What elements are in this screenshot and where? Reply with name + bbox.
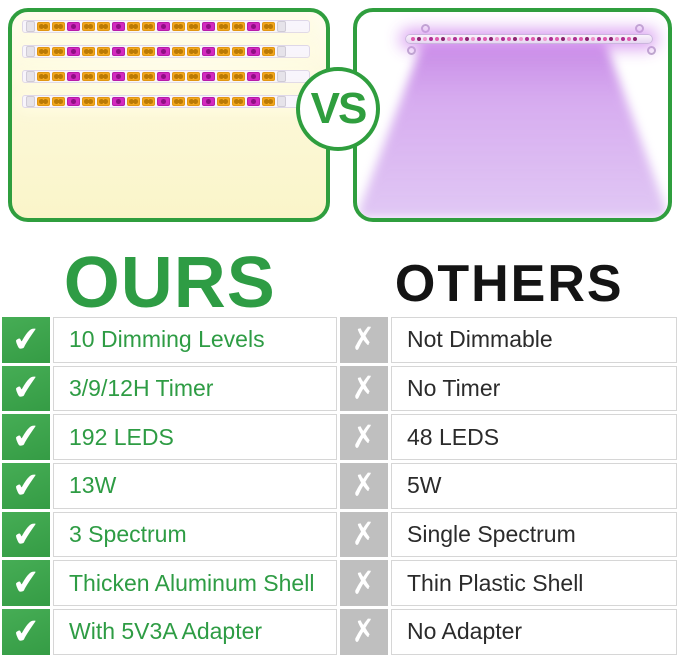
others-feature: No Timer (391, 365, 677, 412)
others-heading: OTHERS (394, 255, 624, 313)
cross-icon: ✗ (340, 560, 388, 606)
ours-feature: With 5V3A Adapter (53, 609, 337, 655)
table-row: ✔ With 5V3A Adapter ✗ No Adapter (0, 609, 679, 655)
led-strip (22, 20, 310, 33)
purple-led-bar (405, 34, 653, 44)
hanging-hook-icon (635, 24, 644, 33)
ours-feature: 10 Dimming Levels (53, 317, 337, 363)
check-icon: ✔ (2, 414, 50, 460)
hanging-hook-icon (407, 46, 416, 55)
vs-label: VS (310, 84, 368, 133)
check-icon: ✔ (2, 365, 50, 412)
headings-row: OURS OTHERS (0, 226, 679, 323)
warm-led-strips (22, 20, 310, 120)
cross-icon: ✗ (340, 365, 388, 412)
led-strip (22, 70, 310, 83)
purple-light-glow (359, 40, 666, 218)
others-feature: No Adapter (391, 609, 677, 655)
cross-icon: ✗ (340, 609, 388, 655)
table-row: ✔ 3/9/12H Timer ✗ No Timer (0, 365, 679, 412)
led-strip (22, 45, 310, 58)
comparison-table: ✔ 10 Dimming Levels ✗ Not Dimmable ✔ 3/9… (0, 317, 679, 658)
vs-badge: VS (296, 67, 380, 151)
led-strip (22, 95, 310, 108)
ours-feature: Thicken Aluminum Shell (53, 560, 337, 606)
hanging-hook-icon (421, 24, 430, 33)
check-icon: ✔ (2, 560, 50, 606)
ours-product-photo (8, 8, 330, 222)
table-row: ✔ 10 Dimming Levels ✗ Not Dimmable (0, 317, 679, 363)
table-row: ✔ 3 Spectrum ✗ Single Spectrum (0, 511, 679, 558)
check-icon: ✔ (2, 511, 50, 558)
cross-icon: ✗ (340, 317, 388, 363)
check-icon: ✔ (2, 317, 50, 363)
ours-feature: 3/9/12H Timer (53, 365, 337, 412)
check-icon: ✔ (2, 463, 50, 509)
cross-icon: ✗ (340, 511, 388, 558)
table-row: ✔ 192 LEDS ✗ 48 LEDS (0, 414, 679, 460)
table-row: ✔ Thicken Aluminum Shell ✗ Thin Plastic … (0, 560, 679, 606)
cross-icon: ✗ (340, 414, 388, 460)
others-feature: 48 LEDS (391, 414, 677, 460)
others-feature: Not Dimmable (391, 317, 677, 363)
check-icon: ✔ (2, 609, 50, 655)
others-feature: 5W (391, 463, 677, 509)
others-feature: Thin Plastic Shell (391, 560, 677, 606)
hanging-hook-icon (647, 46, 656, 55)
table-row: ✔ 13W ✗ 5W (0, 463, 679, 509)
others-product-photo (353, 8, 672, 222)
ours-feature: 3 Spectrum (53, 511, 337, 558)
others-feature: Single Spectrum (391, 511, 677, 558)
ours-feature: 192 LEDS (53, 414, 337, 460)
cross-icon: ✗ (340, 463, 388, 509)
ours-heading: OURS (63, 242, 276, 323)
ours-feature: 13W (53, 463, 337, 509)
